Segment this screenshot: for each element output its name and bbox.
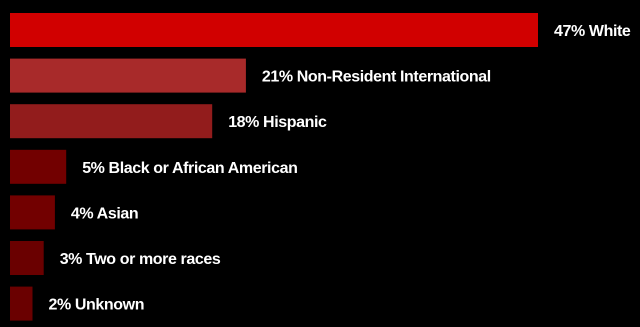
bar-hispanic: [10, 104, 213, 139]
bar-label: 2% Unknown: [49, 297, 145, 314]
bar-asian: [10, 195, 55, 230]
bar-label: 47% White: [554, 23, 631, 40]
bar-unknown: [10, 286, 33, 321]
bar-non-resident-international: [10, 58, 246, 93]
bar-label: 18% Hispanic: [228, 114, 327, 131]
bar-label: 3% Two or more races: [60, 251, 221, 268]
bar-white: [10, 13, 538, 47]
bar-black-or-african-american: [10, 149, 67, 184]
bar-label: 21% Non-Resident International: [262, 69, 491, 86]
bar-label: 5% Black or African American: [82, 160, 297, 177]
bar-two-or-more-races: [10, 241, 44, 275]
bar-label: 4% Asian: [71, 205, 138, 222]
